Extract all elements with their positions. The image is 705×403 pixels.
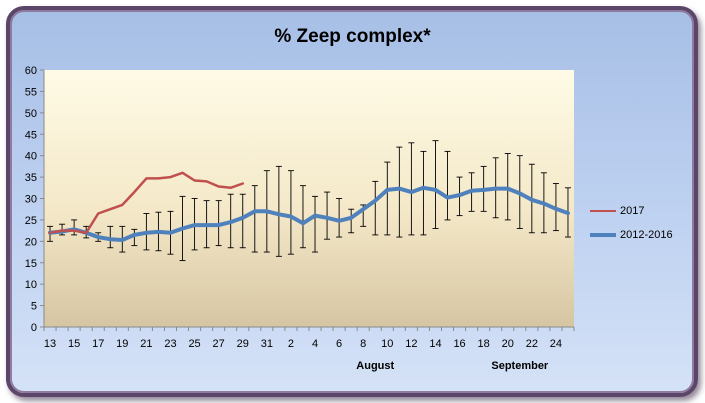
legend-item-2012-2016: 2012-2016 <box>590 229 673 241</box>
x-tick-label: 4 <box>312 338 318 350</box>
x-tick-label: 10 <box>381 338 393 350</box>
legend-item-2017: 2017 <box>590 205 644 217</box>
y-tick-label: 0 <box>31 322 37 334</box>
x-tick-label: 18 <box>478 338 490 350</box>
x-tick-label: 27 <box>213 338 225 350</box>
x-tick-label: 29 <box>237 338 249 350</box>
y-tick-label: 20 <box>25 236 37 248</box>
x-tick-label: 6 <box>336 338 342 350</box>
y-tick-label: 25 <box>25 215 37 227</box>
x-tick-label: 23 <box>164 338 176 350</box>
x-tick-label: 12 <box>405 338 417 350</box>
series-line-2017 <box>48 171 245 235</box>
plot-area <box>44 70 574 327</box>
y-tick-label: 30 <box>25 194 37 206</box>
x-tick-label: 8 <box>360 338 366 350</box>
x-tick-label: 25 <box>188 338 200 350</box>
x-tick-label: 2 <box>288 338 294 350</box>
y-tick-label: 55 <box>25 86 37 98</box>
legend-swatch-2017 <box>590 210 616 213</box>
x-tick-label: 22 <box>526 338 538 350</box>
y-tick-label: 35 <box>25 172 37 184</box>
y-tick-label: 5 <box>31 301 37 313</box>
series-line-2012-2016 <box>48 185 570 242</box>
legend-label-2017: 2017 <box>620 205 645 217</box>
x-tick-label: 20 <box>502 338 514 350</box>
y-tick-label: 50 <box>25 108 37 120</box>
x-tick-label: 15 <box>68 338 80 350</box>
x-tick-label: 16 <box>453 338 465 350</box>
chart-title: % Zeep complex* <box>274 26 431 47</box>
x-tick-label: 13 <box>44 338 56 350</box>
y-tick-label: 40 <box>25 151 37 163</box>
y-tick-label: 60 <box>25 65 37 77</box>
x-tick-label: 19 <box>116 338 128 350</box>
month-label-august: August <box>356 360 395 372</box>
x-tick-label: 14 <box>429 338 441 350</box>
x-tick-label: 21 <box>140 338 152 350</box>
y-tick-label: 45 <box>25 129 37 141</box>
y-tick-label: 15 <box>25 258 37 270</box>
x-tick-label: 17 <box>92 338 104 350</box>
x-tick-label: 31 <box>261 338 273 350</box>
legend-swatch-2012-2016 <box>590 233 616 238</box>
x-tick-label: 24 <box>550 338 562 350</box>
month-label-september: September <box>491 360 549 372</box>
y-tick-label: 10 <box>25 279 37 291</box>
legend-label-2012-2016: 2012-2016 <box>620 229 673 241</box>
